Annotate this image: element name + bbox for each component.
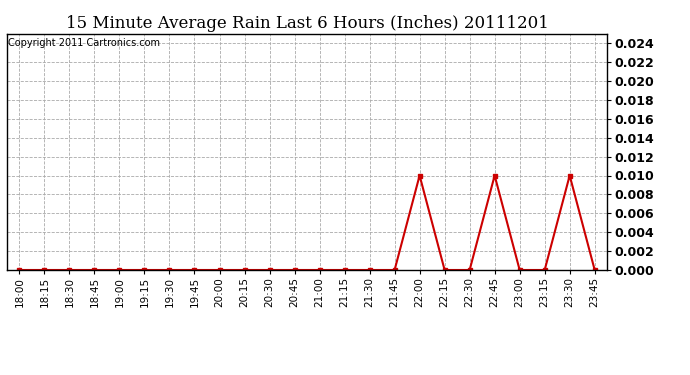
Title: 15 Minute Average Rain Last 6 Hours (Inches) 20111201: 15 Minute Average Rain Last 6 Hours (Inc…	[66, 15, 549, 32]
Text: Copyright 2011 Cartronics.com: Copyright 2011 Cartronics.com	[8, 39, 160, 48]
